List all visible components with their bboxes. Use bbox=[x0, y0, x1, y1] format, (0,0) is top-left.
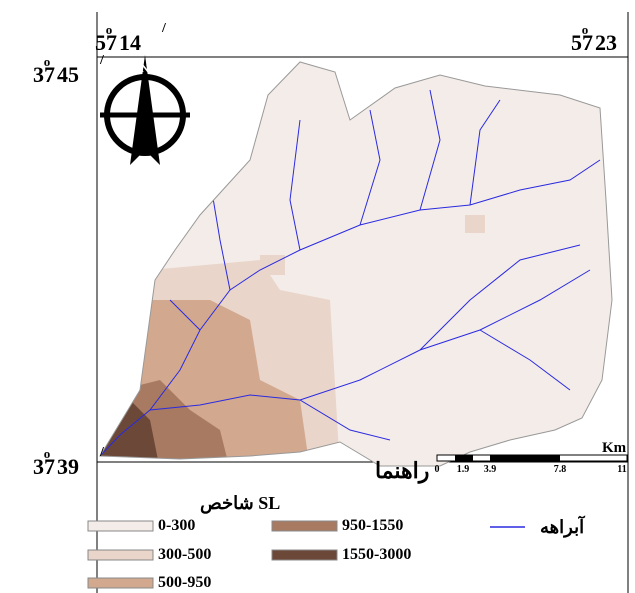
legend-label: 500-950 bbox=[158, 574, 211, 591]
legend-label: 0-300 bbox=[158, 517, 195, 534]
legend-swatch bbox=[271, 549, 338, 561]
legend-swatch bbox=[271, 520, 338, 532]
legend-swatch bbox=[87, 577, 154, 589]
legend-stream-label: آبراهه bbox=[540, 515, 586, 538]
north-label: N bbox=[141, 63, 149, 75]
scale-unit: Km bbox=[602, 440, 627, 456]
coord-degrees: 57 bbox=[95, 30, 117, 55]
scale-tick-label: 3.9 bbox=[484, 464, 497, 475]
scale-tick-label: 1.9 bbox=[457, 464, 470, 475]
coord-degrees: 57 bbox=[571, 30, 593, 55]
degree-symbol: o bbox=[44, 446, 51, 461]
legend-swatch bbox=[87, 520, 154, 532]
scale-tick-label: 0 bbox=[435, 464, 440, 475]
legend-swatch bbox=[87, 549, 154, 561]
coord-minutes: 14 bbox=[119, 30, 141, 55]
coord-minutes: 23 bbox=[595, 30, 617, 55]
coord-degrees: 37 bbox=[33, 62, 55, 87]
coord-degrees: 37 bbox=[33, 454, 55, 479]
index-title: شاخص SL bbox=[200, 493, 280, 514]
scale-tick-label: 11 bbox=[617, 464, 626, 475]
degree-symbol: o bbox=[106, 22, 113, 37]
basin-outline bbox=[99, 61, 613, 467]
streams bbox=[100, 89, 601, 457]
scale-tick-label: 7.8 bbox=[554, 464, 567, 475]
legend-label: 1550-3000 bbox=[342, 546, 411, 563]
legend-title: راهنما bbox=[375, 458, 429, 484]
scale-bar bbox=[436, 454, 628, 462]
coord-minutes: 39 bbox=[57, 454, 79, 479]
minute-symbol: / bbox=[99, 53, 105, 68]
degree-symbol: o bbox=[582, 22, 589, 37]
minute-symbol: / bbox=[161, 21, 167, 36]
legend-label: 950-1550 bbox=[342, 517, 403, 534]
north-arrow: N bbox=[100, 55, 190, 165]
minute-symbol: / bbox=[99, 445, 105, 460]
coord-minutes: 45 bbox=[57, 62, 79, 87]
legend-label: 300-500 bbox=[158, 546, 211, 563]
degree-symbol: o bbox=[44, 54, 51, 69]
